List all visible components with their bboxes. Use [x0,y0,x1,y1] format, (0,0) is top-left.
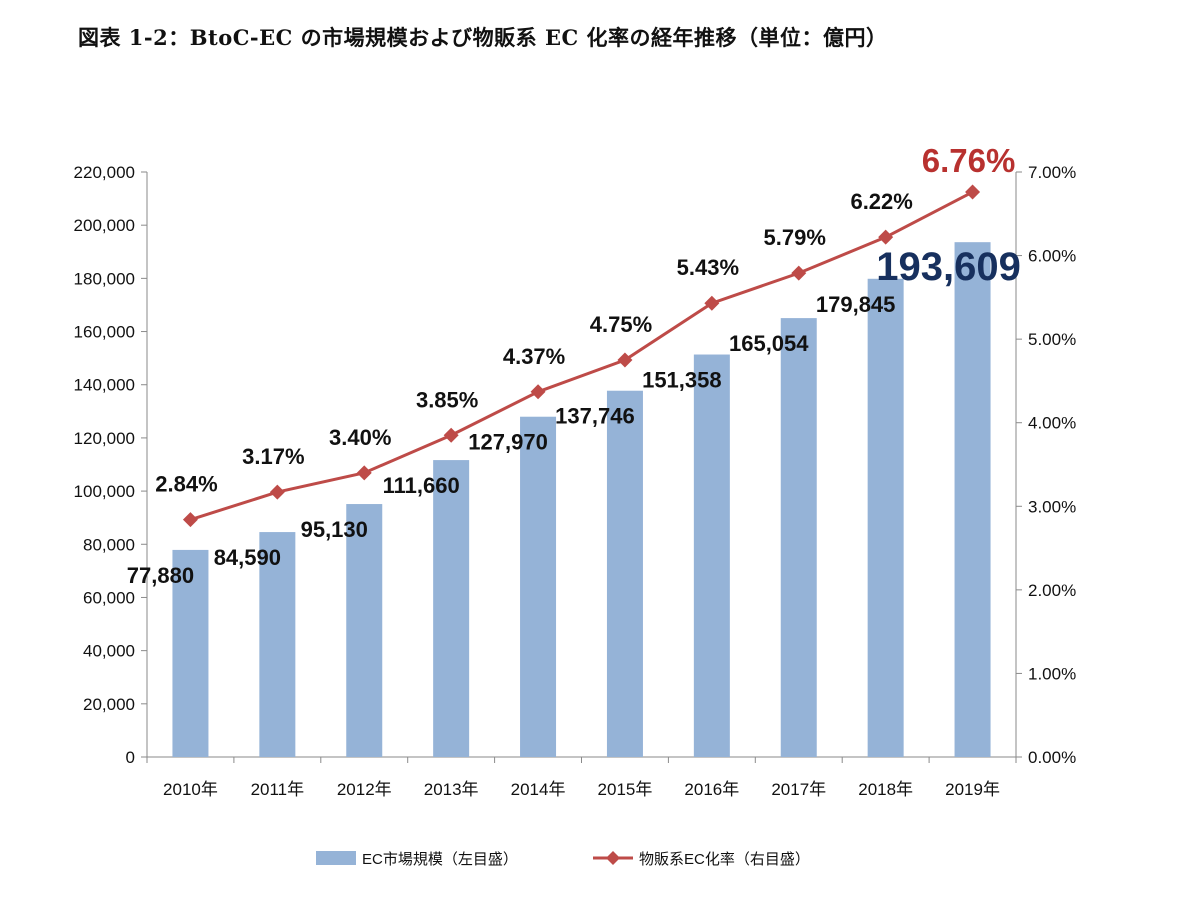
x-tick-label: 2014年 [511,780,566,799]
bar [520,416,557,757]
bar-data-label: 151,358 [642,368,722,393]
legend-line-label: 物販系EC化率（右目盛） [639,851,810,868]
line-marker [443,427,459,443]
x-tick-label: 2013年 [424,780,479,799]
line-marker [791,265,807,281]
line-marker [878,229,894,245]
legend: EC市場規模（左目盛） 物販系EC化率（右目盛） [316,851,810,868]
legend-bar-swatch [316,851,356,865]
line-data-label: 6.22% [850,189,912,214]
x-tick-label: 2010年 [163,780,218,799]
left-tick-label: 20,000 [83,695,135,714]
x-tick-label: 2016年 [684,780,739,799]
bar [780,318,817,757]
line-marker [530,384,546,400]
bar [954,242,991,757]
line-group [182,184,981,528]
left-tick-label: 120,000 [74,429,135,448]
left-tick-label: 200,000 [74,216,135,235]
bar-data-label: 77,880 [127,563,194,588]
right-tick-label: 6.00% [1028,247,1076,266]
right-tick-label: 0.00% [1028,748,1076,767]
line-marker [704,295,720,311]
bar-data-label: 95,130 [301,517,368,542]
bar [606,390,643,757]
x-tick-label: 2011年 [251,780,305,799]
left-tick-label: 180,000 [74,269,135,288]
left-tick-label: 140,000 [74,376,135,395]
bar [433,460,470,757]
bar-data-label: 84,590 [214,545,281,570]
line-marker [965,184,981,200]
bar [693,354,730,757]
line-data-label: 5.79% [764,225,826,250]
line-data-label: 3.40% [329,425,391,450]
left-tick-label: 160,000 [74,323,135,342]
line-marker [356,465,372,481]
left-tick-label: 80,000 [83,535,135,554]
x-tick-label: 2012年 [337,780,392,799]
right-tick-label: 2.00% [1028,581,1076,600]
bar-data-label: 193,609 [876,245,1021,289]
line-marker [182,512,198,528]
line-marker [617,352,633,368]
left-tick-label: 100,000 [74,482,135,501]
bar-data-label: 179,845 [816,292,896,317]
right-tick-label: 4.00% [1028,414,1076,433]
right-tick-label: 7.00% [1028,163,1076,182]
line-data-label: 3.17% [242,444,304,469]
line-data-label: 6.76% [922,142,1016,179]
x-tick-label: 2019年 [945,780,1000,799]
left-tick-label: 220,000 [74,163,135,182]
legend-bar-label: EC市場規模（左目盛） [362,851,518,868]
line-data-label: 5.43% [677,255,739,280]
left-tick-label: 40,000 [83,642,135,661]
bar [259,532,296,757]
right-tick-label: 5.00% [1028,330,1076,349]
legend-line-marker [606,851,620,865]
bar-data-label: 127,970 [468,430,548,455]
chart-title: 図表 1-2：BtoC-EC の市場規模および物販系 EC 化率の経年推移（単位… [78,25,888,50]
line-data-label: 3.85% [416,387,478,412]
right-tick-label: 3.00% [1028,497,1076,516]
bar [867,278,904,757]
line-data-label: 4.75% [590,312,652,337]
data-labels-group: 77,880 84,590 95,130 111,660 127,970 137,746 1… [127,142,1021,588]
line-data-label: 2.84% [155,472,217,497]
right-tick-label: 1.00% [1028,664,1076,683]
x-tick-label: 2015年 [598,780,653,799]
left-tick-label: 60,000 [83,588,135,607]
bar-data-label: 137,746 [555,404,635,429]
line-marker [269,484,285,500]
bar-data-label: 165,054 [729,331,809,356]
line-series [189,190,974,522]
bar-data-label: 111,660 [383,473,460,498]
line-data-label: 4.37% [503,344,565,369]
bar [346,504,383,757]
bar [172,549,209,757]
left-tick-label: 0 [126,748,135,767]
bars-group [172,242,991,757]
x-tick-label: 2017年 [771,780,826,799]
x-tick-label: 2018年 [858,780,913,799]
